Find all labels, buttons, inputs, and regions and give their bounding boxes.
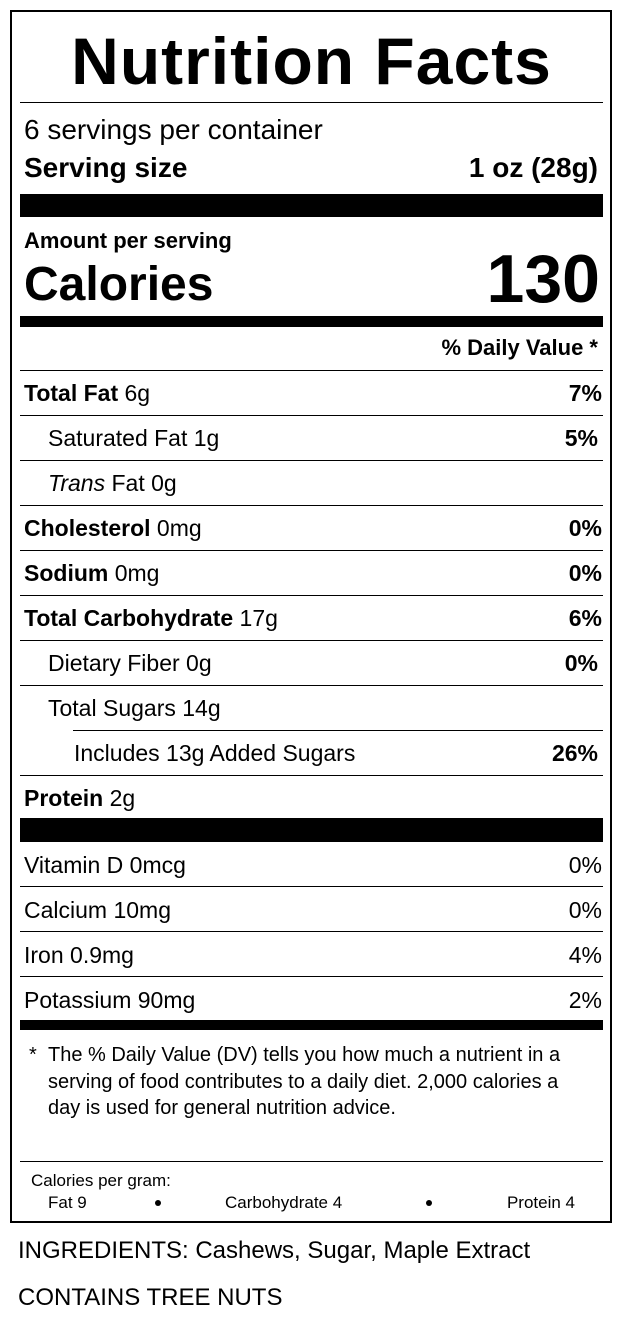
divider [20,505,603,506]
vitamin-row: Iron 0.9mg 4% [24,932,602,977]
calories-per-gram-label: Calories per gram: [31,1171,171,1190]
daily-value: 0% [568,897,602,923]
nutrient-name: Includes 13g Added Sugars [74,740,356,766]
nutrient-amount: 14g [182,695,221,721]
serving-size-label: Serving size [24,152,188,183]
nutrient-name: Total Carbohydrate [24,605,234,631]
daily-value: 5% [564,425,598,451]
calories-value: 130 [486,241,600,317]
nutrient-name-italic: Trans [48,470,106,496]
nutrient-row: Cholesterol 0mg 0% [24,505,602,550]
bullet [426,1200,432,1206]
calories-per-gram-item: Fat 9 [48,1193,87,1212]
divider [20,460,603,461]
daily-value: 0% [568,560,602,586]
vitamin-row: Calcium 10mg 0% [24,887,602,932]
daily-value: 4% [568,942,602,968]
thick-bar [20,316,603,327]
vitamin-name: Calcium [24,897,108,923]
title: Nutrition Facts [71,24,552,98]
divider [20,976,603,977]
nutrient-name: Dietary Fiber [48,650,180,676]
allergens: CONTAINS TREE NUTS [18,1284,283,1311]
nutrient-name: Total Sugars [48,695,176,721]
calories-label: Calories [24,258,214,311]
bullet [155,1200,161,1206]
nutrient-name: Total Fat [24,380,119,406]
nutrient-amount: 6g [124,380,151,406]
nutrient-amount: 17g [239,605,278,631]
calories-per-gram-item: Carbohydrate 4 [225,1193,343,1212]
footnote-text: The % Daily Value (DV) tells you how muc… [48,1044,561,1119]
nutrient-name: Saturated Fat [48,425,188,451]
vitamin-name: Potassium [24,987,132,1013]
divider [20,415,603,416]
divider [20,1161,603,1162]
thick-bar [20,194,603,217]
divider [20,886,603,887]
nutrient-row: Includes 13g Added Sugars 26% [74,730,598,775]
nutrient-row: Total Fat 6g 7% [24,370,602,415]
daily-value: 0% [564,650,598,676]
divider [20,931,603,932]
nutrient-amount: 0g [186,650,212,676]
nutrient-row: Sodium 0mg 0% [24,550,602,595]
daily-value: 0% [568,515,602,541]
daily-value-header: % Daily Value * [441,335,598,360]
vitamin-name: Vitamin D [24,852,124,878]
daily-value: 0% [568,852,602,878]
nutrient-name: Protein [24,785,104,811]
nutrient-amount: 0mg [156,515,202,541]
nutrient-name: Sodium [24,560,109,586]
divider [20,640,603,641]
amount-per-serving: Amount per serving [24,228,232,253]
divider [20,370,603,371]
daily-value: 6% [568,605,602,631]
divider [20,550,603,551]
label-border [10,10,612,1223]
divider [20,595,603,596]
vitamin-row: Potassium 90mg 2% [24,977,602,1022]
nutrient-row: Total Sugars 14g [48,685,598,730]
nutrient-row: Dietary Fiber 0g 0% [48,640,598,685]
nutrient-row: Total Carbohydrate 17g 6% [24,595,602,640]
nutrient-name: Cholesterol [24,515,151,541]
daily-value: 7% [568,380,602,406]
divider [20,775,603,776]
nutrient-row: Protein 2g [24,775,602,820]
vitamin-amount: 90mg [137,987,196,1013]
nutrient-amount: 0g [151,470,177,496]
vitamin-amount: 0.9mg [70,942,134,968]
nutrient-amount: 2g [109,785,136,811]
serving-size: 1 oz (28g) [468,152,598,183]
vitamin-row: Vitamin D 0mcg 0% [24,842,602,887]
daily-value: 2% [568,987,602,1013]
nutrient-row: Saturated Fat 1g 5% [48,415,598,460]
nutrient-amount: 1g [193,425,220,451]
servings-per-container: 6 servings per container [24,114,323,145]
footnote-marker: * [29,1044,37,1066]
vitamin-amount: 0mcg [129,852,186,878]
divider [20,102,603,103]
nutrient-amount: 0mg [114,560,160,586]
vitamin-amount: 10mg [113,897,172,923]
calories-per-gram-item: Protein 4 [506,1193,575,1212]
divider [73,730,603,731]
thick-bar [20,818,603,842]
nutrient-name: Fat [111,470,145,496]
divider [20,685,603,686]
nutrient-row: Trans Fat 0g [48,460,598,505]
thick-bar [20,1020,603,1030]
ingredients: INGREDIENTS: Cashews, Sugar, Maple Extra… [18,1237,531,1264]
daily-value: 26% [551,740,598,766]
vitamin-name: Iron [24,942,64,968]
